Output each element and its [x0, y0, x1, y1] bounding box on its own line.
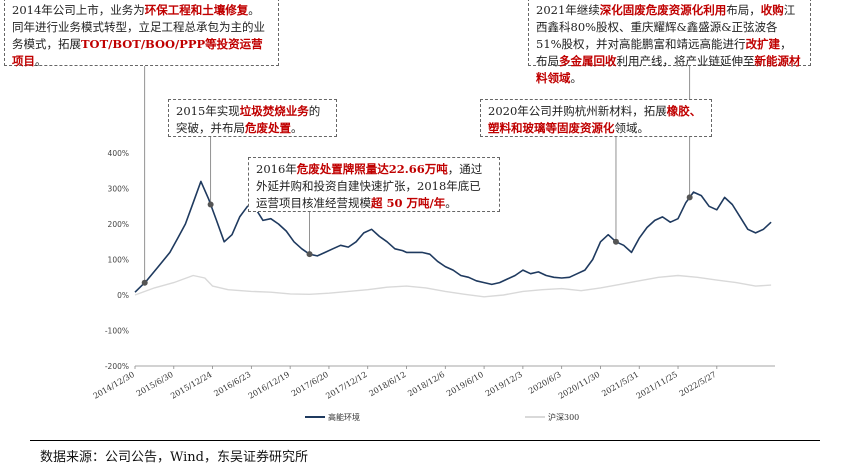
x-tick-label: 2022/5/27 [678, 370, 718, 398]
x-tick-label: 2019/6/10 [445, 370, 485, 398]
callout-text: ，布局 [536, 37, 792, 68]
x-tick-label: 2017/12/12 [324, 370, 368, 401]
callout-text: ，通过外延并购和投资自建快速扩张，2018年底已运营项目核准经营规模 [256, 162, 483, 210]
x-tick-label: 2015/12/24 [169, 370, 213, 401]
series-line [134, 274, 772, 298]
y-tick-label: 100% [108, 256, 129, 265]
x-tick-label: 2021/11/25 [635, 370, 679, 401]
callout-2014: 2014年公司上市，业务为环保工程和土壤修复。同年进行业务模式转型，立足工程总承… [4, 0, 279, 68]
event-marker [686, 194, 693, 201]
legend-label: 高能环境 [328, 412, 360, 422]
x-tick-label: 2020/11/30 [557, 370, 601, 401]
callout-2020: 2020年公司并购杭州新材料，拓展橡胶、塑料和玻璃等固废资源化领域。 [480, 99, 712, 137]
y-tick-label: 0% [117, 291, 129, 300]
callout-highlight: 橡胶、塑料和玻璃等固废资源化 [488, 104, 702, 135]
event-marker [306, 251, 313, 258]
callout-text: 领域。 [614, 121, 650, 135]
callout-2016: 2016年危废处置牌照量达22.66万吨，通过外延并购和投资自建快速扩张，201… [248, 157, 500, 212]
x-tick-label: 2018/6/12 [367, 370, 407, 398]
callout-2021: 2021年继续深化固废危废资源化利用布局，收购江西鑫科80%股权、重庆耀辉&鑫盛… [528, 0, 811, 85]
event-marker [141, 279, 148, 286]
x-tick-label: 2019/12/3 [484, 370, 524, 398]
callout-highlight: 危废处置 [245, 121, 291, 135]
source-note: 数据来源：公司公告，Wind，东吴证券研究所 [40, 450, 308, 465]
callout-text: 2015年实现 [176, 104, 240, 118]
callout-highlight: TOT/BOT/BOO/PPP等投资运营项目 [12, 37, 263, 68]
callout-highlight: 深化固废危废资源化利用 [599, 3, 727, 17]
callout-highlight: 收购 [760, 3, 784, 17]
callout-2015: 2015年实现垃圾焚烧业务的突破，并布局危废处置。 [168, 99, 337, 137]
callout-text: 2016年 [256, 162, 297, 176]
callout-highlight: 危废处置牌照量达22.66万吨 [296, 162, 448, 176]
y-tick-label: 200% [108, 220, 129, 229]
y-tick-label: 400% [108, 149, 129, 158]
callout-highlight: 新能源材料领域 [536, 54, 801, 85]
x-tick-label: 2014/12/30 [92, 370, 136, 401]
event-marker [612, 238, 619, 245]
callout-text: 。 [291, 121, 303, 135]
callout-text: 。同年进行业务模式转型，立足工程总承包为主的业务模式，拓展 [12, 3, 265, 51]
y-tick-label: -100% [105, 327, 129, 336]
y-tick-label: 300% [108, 185, 129, 194]
callout-highlight: 环保工程和土壤修复 [144, 3, 249, 17]
callout-text: 。 [570, 71, 583, 85]
callout-text: 2014年公司上市，业务为 [12, 3, 145, 17]
callout-highlight: 改扩建 [745, 37, 781, 51]
x-tick-label: 2018/12/6 [406, 370, 446, 398]
callout-text: 2021年继续 [536, 3, 600, 17]
callout-text: 布局， [726, 3, 761, 17]
x-tick-label: 2016/12/19 [247, 370, 291, 401]
callout-text: 2020年公司并购杭州新材料，拓展 [488, 104, 667, 118]
legend-label: 沪深300 [548, 412, 579, 422]
y-tick-label: -200% [105, 362, 129, 371]
callout-text: 。 [35, 54, 47, 68]
callout-highlight: 超 50 万吨/年 [371, 196, 446, 210]
callout-text: 的突破，并布局 [176, 104, 321, 135]
event-marker [207, 201, 214, 208]
callout-highlight: 垃圾焚烧业务 [239, 104, 309, 118]
callout-text: 江西鑫科80%股权、重庆耀辉&鑫盛源&正弦波各51%股权，并对高能鹏富和靖远高能… [536, 3, 796, 51]
callout-highlight: 多金属回收 [559, 54, 617, 68]
source-divider [30, 440, 820, 441]
callout-text: 。 [445, 196, 457, 210]
callout-text: 利用产线，将产业链延伸至 [616, 54, 755, 68]
